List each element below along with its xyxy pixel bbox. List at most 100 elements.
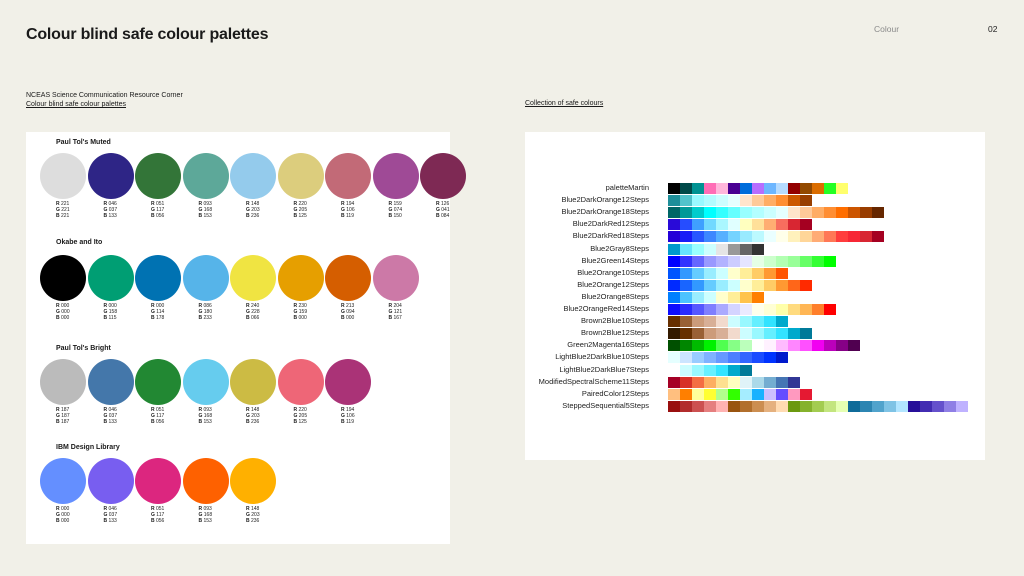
gradient-cell <box>716 279 728 291</box>
colour-swatch: R 159 G 074 B 150 <box>372 153 420 219</box>
gradient-swatches <box>668 376 800 388</box>
gradient-cell <box>812 255 824 267</box>
gradient-cell <box>680 195 692 207</box>
rgb-values: R 046 G 037 B 133 <box>104 201 135 219</box>
rgb-b-value: B 178 <box>151 315 165 321</box>
gradient-cell <box>704 388 716 400</box>
gradient-cell <box>740 207 752 219</box>
gradient-cell <box>692 195 704 207</box>
rgb-b-value: B 221 <box>56 213 70 219</box>
rgb-values: R 221 G 221 B 221 <box>56 201 87 219</box>
gradient-cell <box>776 231 788 243</box>
gradient-cell <box>812 340 824 352</box>
rgb-b-value: B 000 <box>56 315 70 321</box>
colour-swatch: R 194 G 106 B 119 <box>325 359 372 425</box>
colour-circle <box>182 458 229 504</box>
gradient-cell <box>812 231 824 243</box>
gradient-cell <box>848 231 860 243</box>
gradient-cell <box>764 255 776 267</box>
colour-swatch: R 051 G 117 B 056 <box>135 458 182 524</box>
gradient-cell <box>836 207 848 219</box>
gradient-cell <box>728 279 740 291</box>
rgb-values: R 046 G 037 B 133 <box>104 407 135 425</box>
rgb-b-value: B 236 <box>246 518 260 524</box>
gradient-cell <box>740 400 752 412</box>
colour-circle <box>40 359 86 405</box>
gradient-swatches <box>668 316 788 328</box>
gradient-cell <box>896 400 908 412</box>
gradient-cell <box>740 304 752 315</box>
gradient-cell <box>692 207 704 219</box>
gradient-cell <box>716 304 728 315</box>
gradient-cell <box>692 183 704 194</box>
gradient-swatches <box>668 183 848 194</box>
gradient-cell <box>692 352 704 364</box>
gradient-cell <box>872 207 884 219</box>
gradient-cell <box>776 304 788 315</box>
colour-circle <box>230 255 276 301</box>
gradient-cell <box>752 195 764 207</box>
gradient-label: PairedColor12Steps <box>581 388 649 398</box>
gradient-label: Blue2DarkRed12Steps <box>572 219 649 229</box>
colour-circle <box>230 359 276 405</box>
gradient-cell <box>800 304 812 315</box>
gradient-cell <box>704 183 716 194</box>
rgb-values: R 194 G 106 B 119 <box>341 201 372 219</box>
gradient-cell <box>752 243 764 255</box>
gradient-cell <box>692 364 704 376</box>
colour-circle <box>182 255 229 301</box>
gradient-cell <box>740 340 752 352</box>
gradient-cell <box>752 219 764 231</box>
gradient-cell <box>680 352 692 364</box>
colour-swatch: R 126 G 041 B 084 <box>420 153 467 219</box>
gradient-cell <box>740 231 752 243</box>
gradient-cell <box>836 400 848 412</box>
source-right-link[interactable]: Collection of safe colours <box>525 100 604 107</box>
gradient-cell <box>728 316 740 328</box>
gradient-cell <box>764 388 776 400</box>
rgb-g-value: G 187 <box>56 413 70 419</box>
rgb-r-value: R 093 <box>198 407 212 413</box>
gradient-label: Brown2Blue12Steps <box>581 328 649 338</box>
source-left-link[interactable]: Colour blind safe colour palettes <box>26 101 127 108</box>
gradient-label: Blue2Orange8Steps <box>581 291 649 301</box>
gradient-cell <box>824 183 836 194</box>
gradient-swatches <box>668 231 884 243</box>
gradient-label: Blue2Orange12Steps <box>577 279 649 289</box>
gradient-cell <box>788 195 800 207</box>
gradient-row: LightBlue2DarkBlue7Steps <box>525 364 985 376</box>
rgb-r-value: R 187 <box>56 407 70 413</box>
colour-circle <box>87 359 134 405</box>
colour-circle <box>325 255 371 301</box>
gradient-cell <box>668 231 680 243</box>
gradient-row: Blue2DarkRed18Steps <box>525 230 985 243</box>
gradient-cell <box>788 255 800 267</box>
gradient-cell <box>668 304 680 315</box>
gradient-cell <box>704 279 716 291</box>
gradient-cell <box>692 388 704 400</box>
rgb-b-value: B 150 <box>388 213 402 219</box>
rgb-values: R 148 G 203 B 236 <box>246 506 277 524</box>
rgb-r-value: R 213 <box>341 303 355 309</box>
colour-circle <box>182 153 229 199</box>
rgb-r-value: R 240 <box>246 303 260 309</box>
gradient-cell <box>740 291 752 303</box>
rgb-values: R 204 G 121 B 167 <box>389 303 420 321</box>
gradient-swatches <box>668 388 812 400</box>
gradient-cell <box>692 255 704 267</box>
gradient-row: Brown2Blue10Steps <box>525 315 985 328</box>
colour-circle <box>277 359 324 405</box>
gradient-cell <box>692 279 704 291</box>
gradient-cell <box>704 219 716 231</box>
gradient-cell <box>776 340 788 352</box>
gradient-cell <box>716 195 728 207</box>
gradient-label: Blue2DarkOrange18Steps <box>561 207 649 217</box>
gradient-cell <box>704 352 716 364</box>
gradient-cell <box>740 219 752 231</box>
gradient-cell <box>716 243 728 255</box>
gradient-cell <box>716 231 728 243</box>
gradient-cell <box>824 400 836 412</box>
gradient-cell <box>800 195 812 207</box>
colour-swatch: R 240 G 228 B 066 <box>230 255 277 321</box>
gradient-cell <box>704 267 716 279</box>
